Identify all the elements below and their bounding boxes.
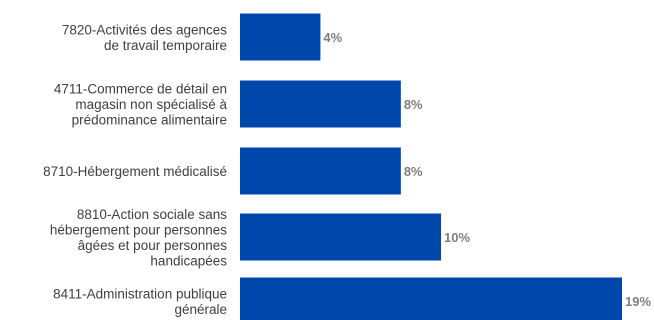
category-label-3: 8710-Hébergement médicalisé <box>43 164 227 179</box>
bar-1 <box>240 13 321 61</box>
category-labels: 7820-Activités des agences de travail tem… <box>43 22 227 317</box>
bar-3 <box>240 147 401 195</box>
category-label-line: générale <box>174 302 227 317</box>
value-label-2: 8% <box>404 97 423 112</box>
value-label-1: 4% <box>323 30 342 45</box>
category-label-4: 8810-Action sociale sans hébergement pour… <box>50 207 227 269</box>
bar-2 <box>240 80 401 128</box>
value-label-4: 10% <box>444 230 470 245</box>
category-label-2: 4711-Commerce de détail en magasin non sp… <box>54 82 228 128</box>
category-label-5: 8411-Administration publique générale <box>53 286 227 317</box>
category-label-line: âgées et pour personnes <box>78 238 228 253</box>
category-label-line: hébergement pour personnes <box>50 222 227 237</box>
category-label-line: magasin non spécialisé à <box>75 97 227 112</box>
value-label-5: 19% <box>625 294 651 309</box>
category-label-line: 8411-Administration publique <box>53 286 227 301</box>
bar-4 <box>240 213 442 261</box>
bar-5 <box>240 277 622 320</box>
value-labels: 4% 8% 8% 10% 19% <box>323 30 651 309</box>
category-label-line: 7820-Activités des agences <box>62 22 227 37</box>
bars-layer <box>240 13 622 320</box>
category-label-line: 8710-Hébergement médicalisé <box>43 164 227 179</box>
category-label-line: prédominance alimentaire <box>72 113 227 128</box>
category-label-line: handicapées <box>150 253 227 268</box>
category-label-line: 4711-Commerce de détail en <box>54 82 227 97</box>
category-label-line: 8810-Action sociale sans <box>77 207 227 222</box>
category-label-line: de travail temporaire <box>104 38 227 53</box>
category-label-1: 7820-Activités des agences de travail tem… <box>62 22 227 53</box>
value-label-3: 8% <box>404 164 423 179</box>
